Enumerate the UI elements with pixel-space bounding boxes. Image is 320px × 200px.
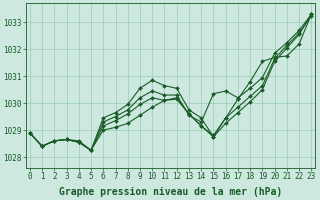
X-axis label: Graphe pression niveau de la mer (hPa): Graphe pression niveau de la mer (hPa) — [59, 186, 282, 197]
